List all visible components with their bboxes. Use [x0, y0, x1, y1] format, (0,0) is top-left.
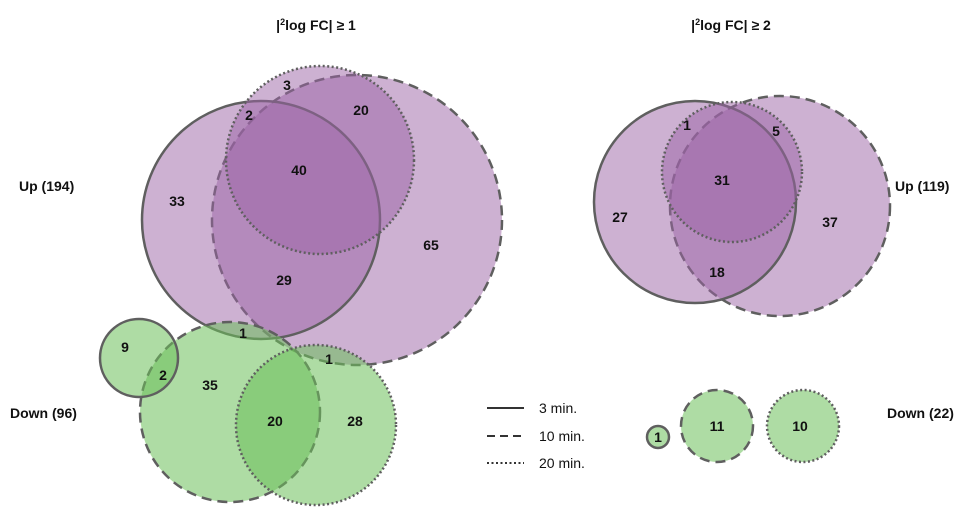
p1-up-all: 40	[291, 162, 307, 178]
p1-down-only20: 28	[347, 413, 363, 429]
p2-up-all: 31	[714, 172, 730, 188]
legend: 3 min. 10 min. 20 min.	[487, 400, 585, 471]
legend-solid-label: 3 min.	[539, 400, 577, 416]
panel1-up-label: Up (194)	[19, 178, 74, 194]
p1-down-3-10-top: 1	[239, 325, 247, 341]
p2-up-only3: 27	[612, 209, 628, 225]
p1-down-3min-circle	[98, 317, 180, 399]
p2-up-only10: 37	[822, 214, 838, 230]
p2-down-10min-circle	[679, 388, 755, 464]
p1-down-only10: 35	[202, 377, 218, 393]
panel2-up-label: Up (119)	[895, 178, 949, 194]
p1-down-20-10-top: 1	[325, 351, 333, 367]
p2-up-20min-circle	[660, 100, 804, 244]
p1-down-only3: 9	[121, 339, 129, 355]
p1-up-only20-top: 3	[283, 77, 291, 93]
panel1-down-label: Down (96)	[10, 405, 77, 421]
p2-down-only10: 11	[710, 418, 725, 434]
p1-up-3-10: 29	[276, 272, 292, 288]
p1-up-only20: 20	[353, 102, 369, 118]
p2-up-20-10: 5	[772, 123, 780, 139]
panel2-down-label: Down (22)	[887, 405, 954, 421]
p2-down-3min-circle	[645, 424, 671, 450]
p1-up-3-20: 2	[245, 107, 253, 123]
p2-up-3-20: 1	[683, 117, 691, 133]
p1-down-20min-circle	[234, 343, 398, 507]
p2-down-only3: 1	[654, 429, 662, 445]
legend-dashed-label: 10 min.	[539, 428, 585, 444]
p1-up-only10: 65	[423, 237, 439, 253]
p2-down-20min-circle	[765, 388, 841, 464]
p1-down-3-10: 2	[159, 367, 167, 383]
p2-up-3-10: 18	[709, 264, 725, 280]
p2-down-only20: 10	[792, 418, 808, 434]
panel2-title: |2log FC| ≥ 2	[691, 17, 771, 33]
panel1-title: |2log FC| ≥ 1	[276, 17, 356, 33]
p1-up-only3: 33	[169, 193, 185, 209]
p1-up-20min-circle	[224, 64, 416, 256]
p1-down-10-20: 20	[267, 413, 283, 429]
legend-dotted-label: 20 min.	[539, 455, 585, 471]
